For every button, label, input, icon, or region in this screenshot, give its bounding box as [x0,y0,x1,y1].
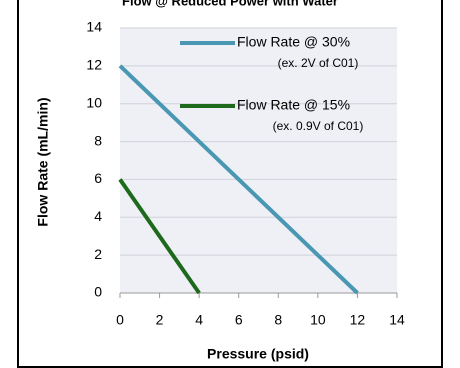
legend-note: (ex. 0.9V of C01) [273,119,364,133]
series-line [118,178,201,295]
x-tick-label: 8 [274,312,282,328]
y-tick-label: 2 [94,246,102,262]
x-tick-label: 0 [116,312,124,328]
y-tick-label: 4 [94,208,102,224]
series-line [118,64,359,295]
y-axis-label: Flow Rate (mL/min) [35,97,51,226]
chart-title: Flow @ Reduced Power with Water [122,0,338,8]
x-axis-label: Pressure (psid) [207,346,309,362]
y-tick-label: 0 [94,284,102,300]
legend-label: Flow Rate @ 30% [237,34,350,50]
y-tick-label: 10 [86,94,102,110]
y-tick-label: 12 [86,57,102,73]
y-tick-label: 14 [86,19,102,35]
x-tick-label: 4 [195,312,203,328]
x-tick-label: 10 [310,312,326,328]
y-tick-label: 6 [94,170,102,186]
x-tick-label: 14 [389,312,405,328]
y-tick-label: 8 [94,132,102,148]
x-tick-label: 2 [156,312,164,328]
legend-note: (ex. 2V of C01) [278,56,359,70]
x-tick-label: 12 [350,312,366,328]
x-tick-label: 6 [235,312,243,328]
legend-label: Flow Rate @ 15% [237,97,350,113]
